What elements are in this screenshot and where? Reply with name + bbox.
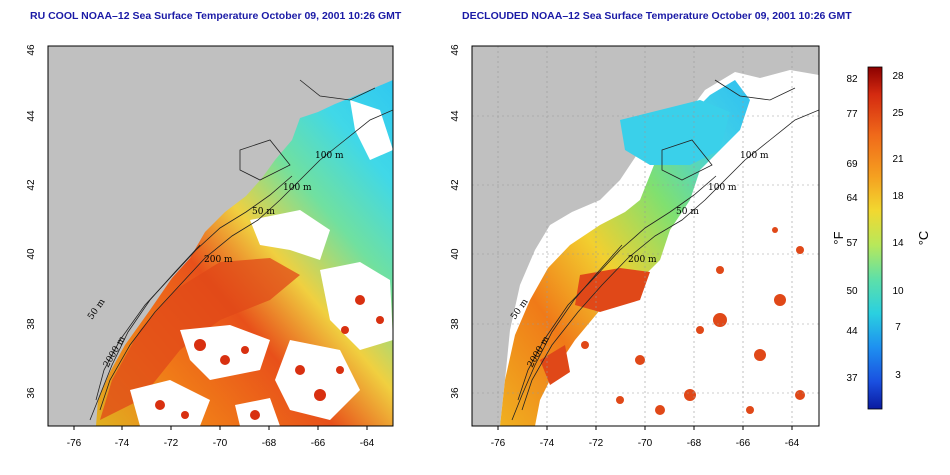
x-tick-label: -64 (785, 438, 800, 449)
y-axis-right: 36 38 40 42 44 46 (450, 44, 461, 399)
y-tick-label: 38 (26, 318, 37, 330)
colorbar-fahrenheit-ticks: 82 77 69 64 57 50 44 37 (846, 74, 858, 384)
fahrenheit-tick-label: 44 (846, 326, 858, 337)
colorbar: 82 77 69 64 57 50 44 37 28 25 21 18 14 1… (831, 66, 931, 410)
celsius-tick-label: 28 (892, 71, 904, 82)
fahrenheit-tick-label: 64 (846, 193, 858, 204)
fahrenheit-tick-label: 69 (846, 159, 858, 170)
ocean-sst-right (500, 80, 750, 426)
y-tick-label: 40 (450, 248, 461, 260)
celsius-tick-label: 25 (892, 108, 904, 119)
isobaths-left (89, 79, 393, 421)
celsius-tick-label: 3 (895, 370, 901, 381)
fahrenheit-tick-label: 82 (846, 74, 858, 85)
x-tick-label: -64 (360, 438, 375, 449)
warm-patches-right (540, 227, 805, 415)
y-tick-label: 42 (26, 179, 37, 191)
x-tick-label: -66 (736, 438, 751, 449)
colorbar-celsius-ticks: 28 25 21 18 14 10 7 3 (892, 71, 904, 381)
map-panel-left: 100 m 100 m 50 m 200 m 50 m 2000 m (48, 46, 393, 426)
colorbar-gradient (867, 66, 883, 410)
fahrenheit-tick-label: 77 (846, 109, 858, 120)
y-tick-label: 44 (450, 110, 461, 122)
x-axis-left: -76 -74 -72 -70 -68 -66 -64 (67, 426, 375, 449)
x-tick-label: -76 (67, 438, 82, 449)
celsius-tick-label: 21 (892, 154, 904, 165)
isobath-label: 100 m (708, 183, 737, 193)
y-tick-label: 38 (450, 318, 461, 330)
isobath-label: 200 m (628, 255, 657, 265)
y-tick-label: 42 (450, 179, 461, 191)
x-axis-right: -76 -74 -72 -70 -68 -66 -64 (491, 426, 800, 449)
celsius-tick-label: 14 (892, 238, 904, 249)
graticule-right (472, 46, 819, 426)
y-tick-label: 40 (26, 248, 37, 260)
y-tick-label: 36 (450, 387, 461, 399)
x-tick-label: -70 (213, 438, 228, 449)
x-tick-label: -74 (540, 438, 555, 449)
celsius-tick-label: 7 (895, 322, 901, 333)
panel-title-right: DECLOUDED NOAA–12 Sea Surface Temperatur… (462, 10, 852, 22)
fahrenheit-tick-label: 57 (846, 238, 858, 249)
x-tick-label: -66 (311, 438, 326, 449)
warm-speckles-left (155, 295, 384, 420)
y-axis-left: 36 38 40 42 44 46 (26, 44, 37, 399)
panel-title-left: RU COOL NOAA–12 Sea Surface Temperature … (30, 10, 402, 22)
isobaths-right (511, 79, 819, 421)
gulf-stream-left (100, 258, 300, 420)
isobath-label: 50 m (252, 207, 275, 217)
fahrenheit-unit-label: °F (831, 231, 846, 244)
celsius-unit-label: °C (916, 231, 931, 246)
x-tick-label: -72 (589, 438, 604, 449)
x-tick-label: -74 (115, 438, 130, 449)
x-tick-label: -68 (687, 438, 702, 449)
celsius-tick-label: 10 (892, 286, 904, 297)
x-tick-label: -70 (638, 438, 653, 449)
isobath-label: 200 m (204, 255, 233, 265)
fahrenheit-tick-label: 37 (846, 373, 858, 384)
isobath-label: 100 m (283, 183, 312, 193)
y-tick-label: 46 (26, 44, 37, 56)
isobath-label: 100 m (740, 151, 769, 161)
x-tick-label: -72 (164, 438, 179, 449)
map-panel-right: 100 m 100 m 50 m 200 m 50 m 2000 m (472, 46, 819, 426)
x-tick-label: -68 (262, 438, 277, 449)
y-tick-label: 36 (26, 387, 37, 399)
isobath-label: 100 m (315, 151, 344, 161)
isobath-label: 50 m (676, 207, 699, 217)
y-tick-label: 46 (450, 44, 461, 56)
y-tick-label: 44 (26, 110, 37, 122)
land-mass-right (472, 46, 819, 426)
x-tick-label: -76 (491, 438, 506, 449)
fahrenheit-tick-label: 50 (846, 286, 858, 297)
celsius-tick-label: 18 (892, 191, 904, 202)
